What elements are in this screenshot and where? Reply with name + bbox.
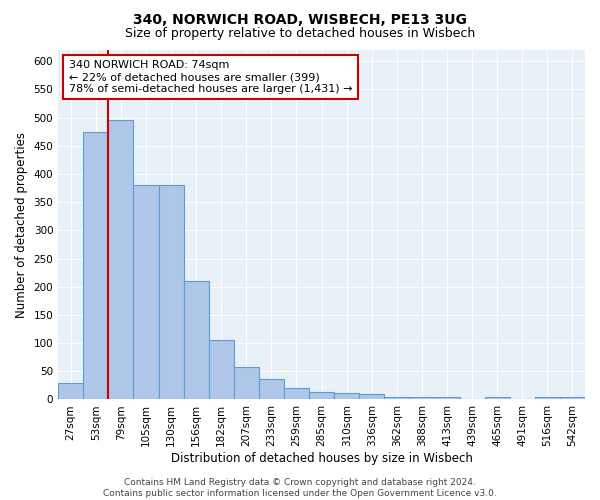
Bar <box>184 281 209 400</box>
Bar <box>385 396 409 400</box>
Text: 340 NORWICH ROAD: 74sqm
← 22% of detached houses are smaller (399)
78% of semi-d: 340 NORWICH ROAD: 74sqm ← 22% of detache… <box>69 60 352 94</box>
Bar <box>560 396 585 400</box>
Text: Contains HM Land Registry data © Crown copyright and database right 2024.
Contai: Contains HM Land Registry data © Crown c… <box>103 478 497 498</box>
Bar <box>359 394 385 400</box>
Bar <box>284 388 309 400</box>
Text: Size of property relative to detached houses in Wisbech: Size of property relative to detached ho… <box>125 28 475 40</box>
Bar <box>409 396 434 400</box>
Bar <box>535 396 560 400</box>
Bar <box>133 186 158 400</box>
Text: 340, NORWICH ROAD, WISBECH, PE13 3UG: 340, NORWICH ROAD, WISBECH, PE13 3UG <box>133 12 467 26</box>
Bar <box>83 132 109 400</box>
Bar <box>485 396 510 400</box>
Bar <box>259 378 284 400</box>
Bar <box>234 368 259 400</box>
Bar <box>334 394 359 400</box>
Bar <box>158 186 184 400</box>
X-axis label: Distribution of detached houses by size in Wisbech: Distribution of detached houses by size … <box>170 452 473 465</box>
Bar <box>109 120 133 400</box>
Bar <box>309 392 334 400</box>
Y-axis label: Number of detached properties: Number of detached properties <box>15 132 28 318</box>
Bar <box>58 382 83 400</box>
Bar <box>209 340 234 400</box>
Bar <box>434 396 460 400</box>
